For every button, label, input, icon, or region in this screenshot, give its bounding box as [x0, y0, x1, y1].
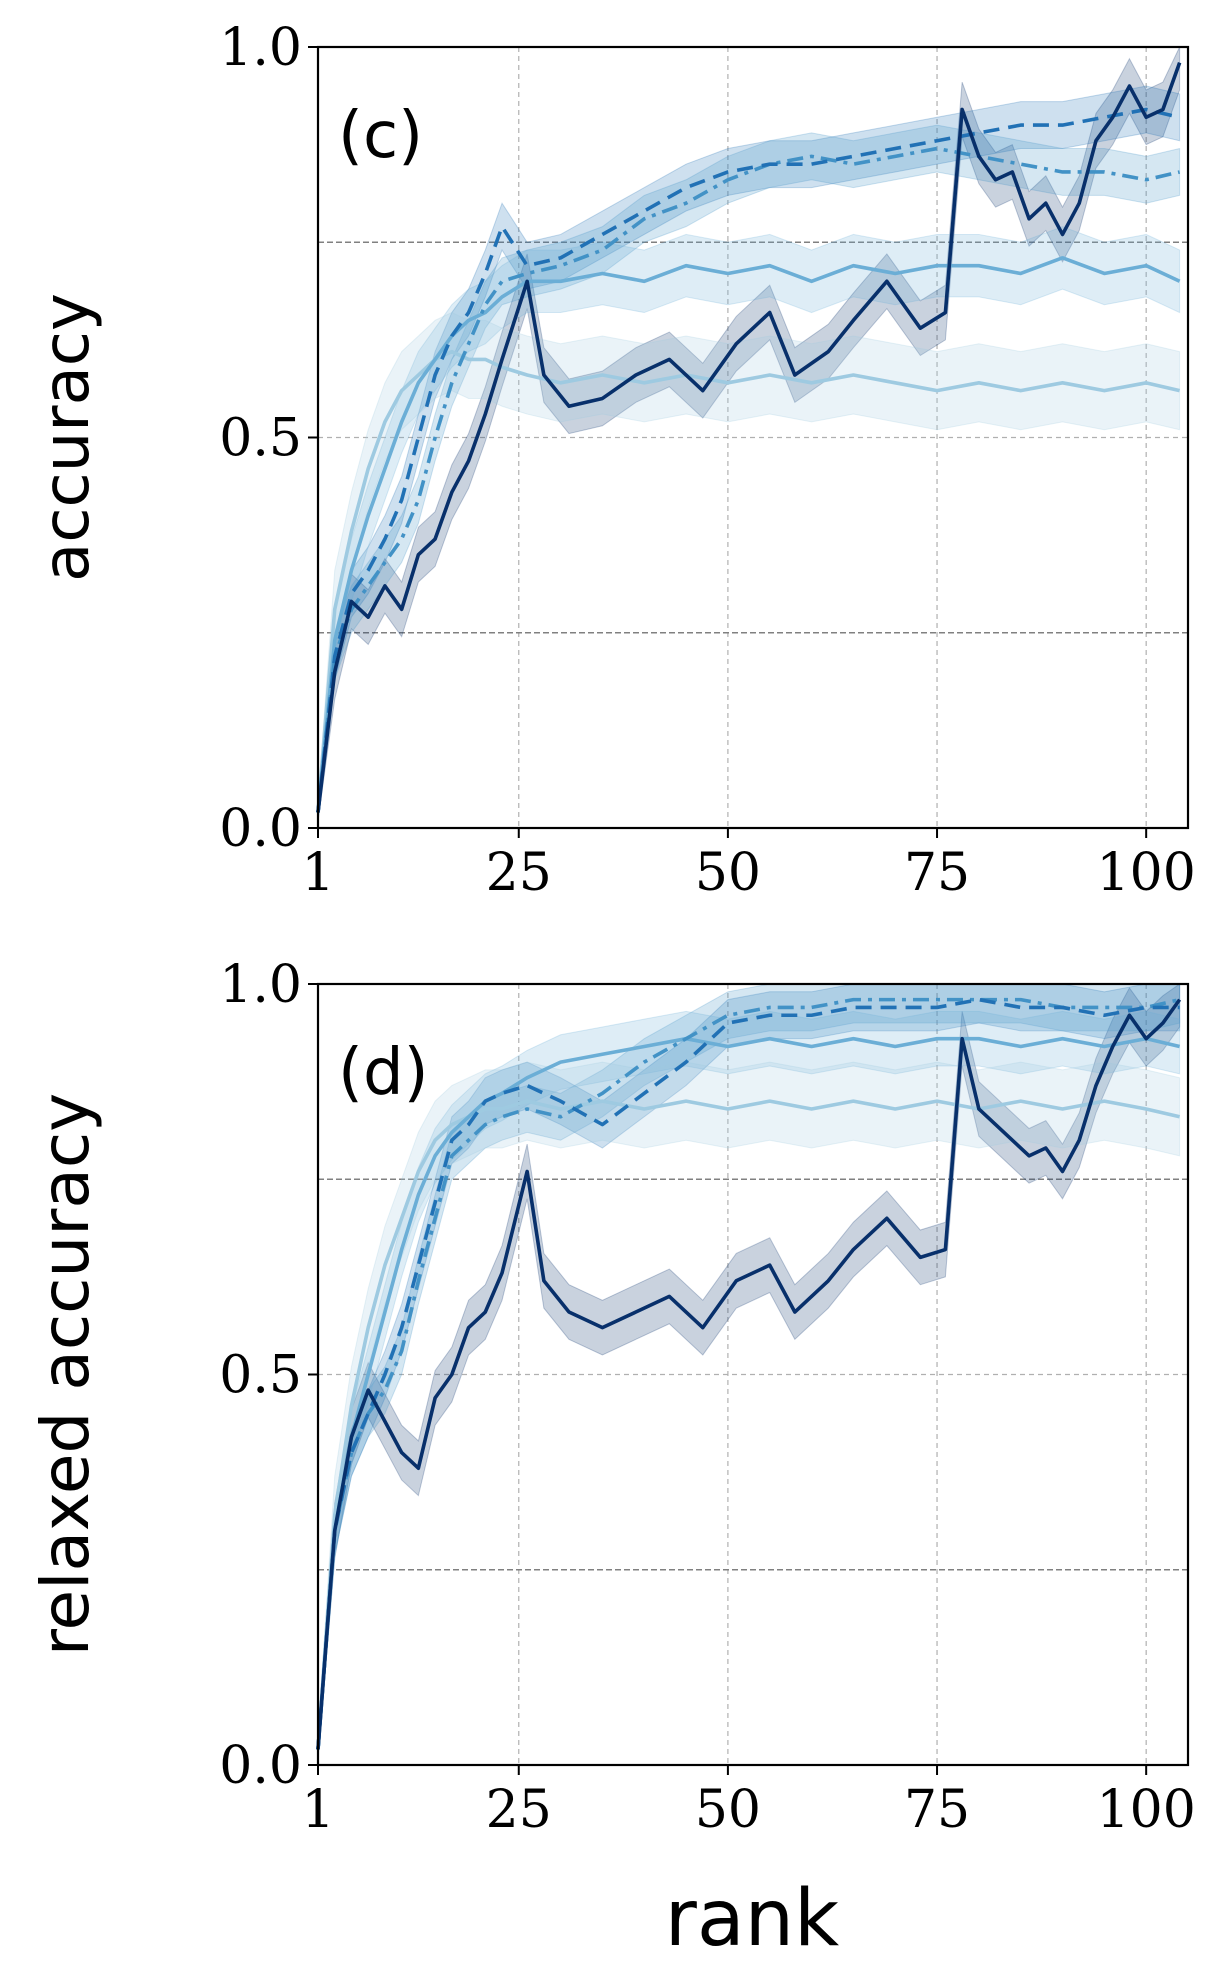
x-tick-label: 50	[695, 1780, 761, 1840]
series-2-confidence-band	[317, 124, 1181, 820]
series-1-line	[316, 997, 1180, 1750]
series-4-line	[316, 349, 1181, 813]
y-axis-title: accuracy	[30, 293, 104, 582]
x-tick-label: 50	[695, 843, 761, 903]
y-tick-label: 0.0	[219, 1736, 302, 1796]
series-0-confidence-band	[317, 983, 1181, 1758]
series-2-line	[316, 997, 1181, 1750]
y-axis-title: relaxed accuracy	[27, 1093, 104, 1656]
panel-d: 1 25 50 75 100 0.0 0.5 1.0 (d) relaxed accuracy	[27, 955, 1196, 1840]
x-tick-label: 75	[904, 1780, 970, 1840]
x-tick-label: 25	[486, 843, 552, 903]
panel-label: (c)	[338, 99, 423, 173]
series-0-line	[316, 998, 1182, 1750]
series-1-confidence-band	[317, 85, 1181, 820]
series-4-confidence-band	[317, 1061, 1181, 1762]
series-1-line	[316, 107, 1181, 813]
series-0-confidence-band	[317, 46, 1181, 821]
series-4-confidence-band	[317, 311, 1181, 825]
y-tick-label: 0.5	[219, 1346, 302, 1406]
series-0-line	[316, 62, 1182, 813]
panel-label: (d)	[338, 1036, 429, 1110]
x-tick-label: 1	[301, 843, 334, 903]
y-tick-label: 0.0	[219, 799, 302, 859]
x-tick-label: 100	[1097, 843, 1196, 903]
series-1-confidence-band	[317, 983, 1181, 1757]
y-tick-label: 1.0	[219, 18, 302, 78]
series-3-line	[316, 1036, 1181, 1750]
series-2-line	[316, 146, 1181, 813]
y-tick-label: 0.5	[219, 409, 302, 469]
x-tick-label: 100	[1097, 1780, 1196, 1840]
x-axis-title: rank	[665, 1874, 839, 1964]
series-4-line	[316, 1099, 1181, 1750]
series-3-line	[316, 256, 1181, 813]
x-tick-label: 1	[301, 1780, 334, 1840]
panel-c: 1 25 50 75 100 0.0 0.5 1.0 (c) accuracy	[30, 18, 1196, 903]
series-3-confidence-band	[317, 1010, 1181, 1758]
y-tick-label: 1.0	[219, 955, 302, 1015]
x-tick-label: 75	[904, 843, 970, 903]
x-tick-label: 25	[486, 1780, 552, 1840]
